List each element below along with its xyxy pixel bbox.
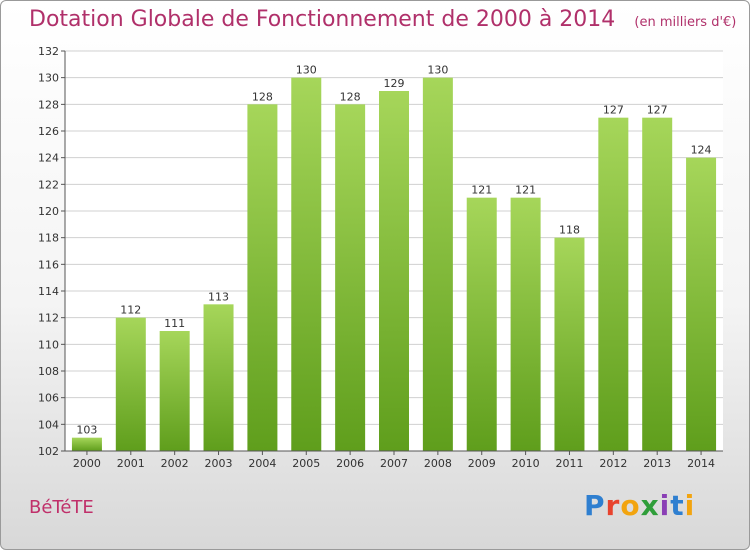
proxiti-logo: Proxiti: [584, 489, 695, 522]
y-tick-label: 116: [38, 258, 59, 271]
x-tick-label: 2005: [292, 457, 320, 470]
x-tick-label: 2013: [643, 457, 671, 470]
y-tick-label: 106: [38, 392, 59, 405]
y-tick-label: 120: [38, 205, 59, 218]
bar: [115, 317, 146, 451]
x-tick-label: 2012: [599, 457, 627, 470]
data-label: 129: [384, 77, 405, 90]
chart-title: Dotation Globale de Fonctionnement de 20…: [29, 7, 616, 32]
bar: [642, 117, 673, 452]
x-tick-label: 2002: [161, 457, 189, 470]
x-tick-label: 2008: [424, 457, 452, 470]
x-tick-label: 2004: [248, 457, 276, 470]
logo-letter: t: [670, 489, 685, 522]
x-tick-label: 2009: [468, 457, 496, 470]
y-tick-label: 114: [38, 285, 59, 298]
logo-letter: x: [640, 489, 660, 522]
bar: [554, 237, 585, 451]
chart-subtitle: (en milliers d'€): [634, 15, 737, 30]
bar: [422, 77, 453, 452]
logo-letter: i: [659, 489, 671, 522]
data-label: 112: [120, 304, 141, 317]
logo-letter: r: [605, 489, 621, 522]
bar: [159, 331, 190, 451]
y-axis: 102 104 106 108 110 112 114 116 118 120 122 124 126 1…: [38, 45, 66, 458]
bar: [291, 77, 322, 452]
commune-name: BéTéTE: [29, 497, 94, 518]
y-tick-label: 130: [38, 72, 59, 85]
logo-letter: o: [620, 489, 641, 522]
bar: [510, 197, 541, 451]
data-label: 130: [427, 64, 448, 77]
bar: [379, 91, 409, 451]
y-tick-label: 104: [38, 418, 59, 431]
y-tick-label: 128: [38, 98, 59, 111]
x-tick-label: 2006: [336, 457, 364, 470]
data-label: 111: [164, 317, 185, 330]
bars: [71, 77, 717, 452]
data-label: 128: [340, 90, 361, 103]
bar: [247, 104, 278, 451]
bar: [203, 304, 234, 451]
data-label: 113: [208, 290, 229, 303]
data-label: 121: [471, 184, 492, 197]
y-tick-label: 118: [38, 232, 59, 245]
bar: [335, 104, 366, 451]
y-tick-label: 110: [38, 338, 59, 351]
data-label: 130: [296, 64, 317, 77]
y-tick-label: 102: [38, 445, 59, 458]
x-tick-label: 2007: [380, 457, 408, 470]
x-tick-label: 2003: [205, 457, 233, 470]
y-tick-label: 124: [38, 152, 59, 165]
data-label: 127: [603, 104, 624, 117]
y-tick-label: 132: [38, 45, 59, 58]
data-label: 121: [515, 184, 536, 197]
title-row: Dotation Globale de Fonctionnement de 20…: [29, 7, 736, 32]
bar: [466, 197, 497, 451]
bar: [686, 157, 717, 451]
x-tick-label: 2001: [117, 457, 145, 470]
value-labels: 103 112 111 113 128 130 128 129 130 121 121 118 127 1…: [76, 64, 711, 437]
data-label: 128: [252, 90, 273, 103]
bar: [71, 437, 102, 451]
x-tick-label: 2000: [73, 457, 101, 470]
x-axis: 2000 2001 2002 2003 2004 2005 2006 2007 2008 2009…: [65, 450, 723, 470]
data-label: 103: [76, 424, 97, 437]
data-label: 127: [647, 104, 668, 117]
y-tick-label: 112: [38, 312, 59, 325]
x-tick-label: 2010: [512, 457, 540, 470]
logo-letter: i: [684, 489, 696, 522]
logo-letter: P: [584, 489, 606, 522]
data-label: 118: [559, 224, 580, 237]
x-tick-label: 2014: [687, 457, 715, 470]
y-tick-label: 108: [38, 365, 59, 378]
bar: [598, 117, 629, 452]
data-label: 124: [691, 144, 712, 157]
y-tick-label: 126: [38, 125, 59, 138]
x-tick-label: 2011: [555, 457, 583, 470]
y-tick-label: 122: [38, 178, 59, 191]
